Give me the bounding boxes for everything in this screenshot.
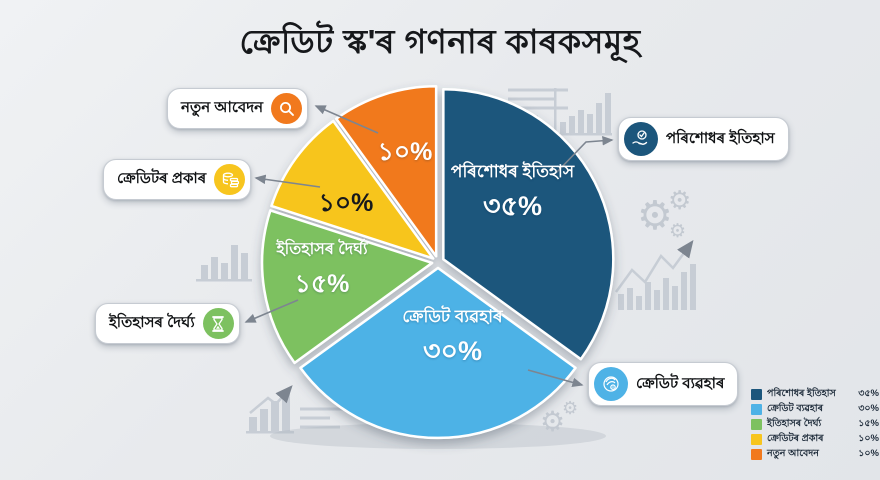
arrow-new-applications [314, 105, 379, 134]
growth-chart-decoration-bottom-left [246, 385, 294, 434]
gear-icon: ⚙ [669, 220, 687, 242]
gear-icon: ⚙ [637, 193, 673, 239]
pie-slice-2 [260, 209, 434, 365]
bar-chart-decoration-top-right [554, 88, 612, 136]
magnifier-icon [271, 93, 303, 124]
callout-new-applications: নতুন আবেদন [167, 88, 309, 129]
hourglass-icon [202, 308, 234, 339]
legend-swatch [751, 433, 762, 445]
callout-history-length: ইতিহাসৰ দৈৰ্ঘ্য [95, 303, 240, 344]
text-lines-decoration-bottom [300, 407, 346, 429]
callout-label: ক্ৰেডিট ব্যৱহাৰ [636, 374, 725, 392]
callout-label: ক্ৰেডিটৰ প্ৰকাৰ [117, 170, 207, 187]
gear-icon: ⚙ [562, 398, 579, 419]
callout-credit-type: ক্ৰেডিটৰ প্ৰকাৰ [103, 159, 252, 200]
gear-icon: ⚙ [540, 405, 566, 438]
legend-swatch [751, 418, 762, 430]
legend-item: পৰিশোধৰ ইতিহাস ৩৫% [751, 388, 879, 400]
pie-slice-1 [299, 266, 577, 440]
callout-credit-utilization: ক্ৰেডিট ব্যৱহাৰ [588, 362, 739, 406]
callout-label: নতুন আবেদন [181, 99, 264, 116]
coins-icon [214, 164, 246, 195]
page-title: ক্ৰেডিট স্ক'ৰ গণনাৰ কাৰকসমূহ [239, 23, 641, 60]
arrow-history-length [244, 299, 299, 323]
legend-item: ক্ৰেডিটৰ প্ৰকাৰ ১০% [751, 433, 879, 445]
legend-swatch [751, 403, 762, 415]
arrow-credit-utilization [527, 369, 584, 388]
gear-icon: ⚙ [668, 186, 692, 216]
legend-item: ইতিহাসৰ দৈৰ্ঘ্য ১৫% [751, 418, 879, 430]
trend-chart-decoration-right [614, 239, 696, 310]
legend-item: ক্ৰেডিট ব্যৱহাৰ ৩০% [751, 403, 879, 415]
pie-slice-3 [270, 119, 435, 260]
legend-swatch [751, 388, 762, 400]
legend-swatch [751, 448, 762, 460]
hand-check-icon [624, 122, 658, 156]
coin-icon [594, 367, 628, 401]
arrow-credit-type [254, 174, 321, 188]
bar-chart-decoration-left [196, 245, 252, 282]
callout-payment-history: পৰিশোধৰ ইতিহাস [618, 117, 789, 161]
callout-label: পৰিশোধৰ ইতিহাস [666, 129, 775, 147]
callout-label: ইতিহাসৰ দৈৰ্ঘ্য [109, 314, 195, 331]
callout-arrows [244, 105, 614, 388]
legend: পৰিশোধৰ ইতিহাস ৩৫% ক্ৰেডিট ব্যৱহাৰ ৩০% ই… [751, 388, 879, 460]
legend-item: নতুন আবেদন ১০% [751, 448, 879, 460]
arrow-payment-history [555, 135, 614, 174]
